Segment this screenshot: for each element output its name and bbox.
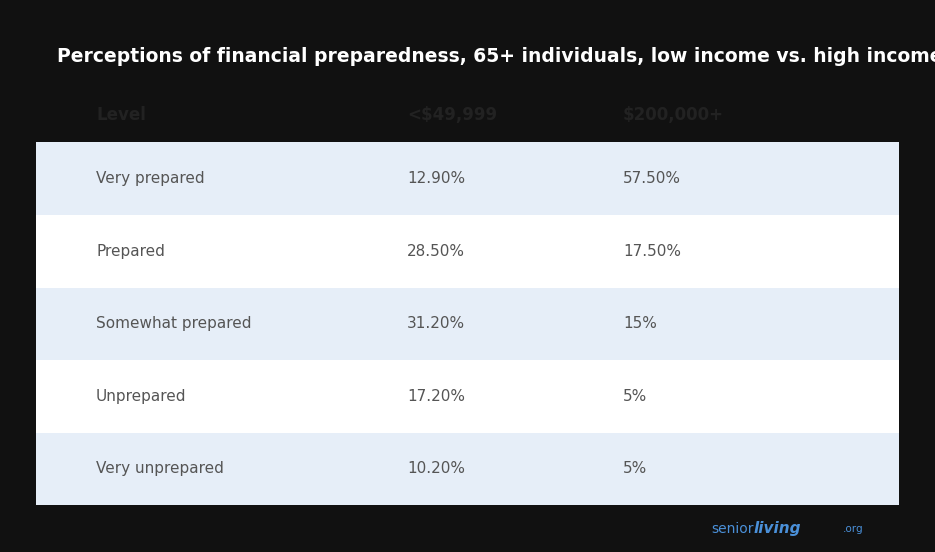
Text: .org: .org <box>843 523 864 534</box>
Text: 17.20%: 17.20% <box>407 389 465 404</box>
Text: senior: senior <box>712 522 754 535</box>
Text: Somewhat prepared: Somewhat prepared <box>96 316 252 331</box>
Text: 31.20%: 31.20% <box>407 316 465 331</box>
Text: 17.50%: 17.50% <box>623 244 681 259</box>
Text: Prepared: Prepared <box>96 244 165 259</box>
Text: 12.90%: 12.90% <box>407 171 465 186</box>
Bar <box>36 215 899 288</box>
Text: <$49,999: <$49,999 <box>407 107 497 124</box>
Bar <box>36 360 899 433</box>
Text: 5%: 5% <box>623 389 647 404</box>
Bar <box>36 142 899 215</box>
Bar <box>36 288 899 360</box>
Text: living: living <box>754 521 801 536</box>
Text: 5%: 5% <box>623 461 647 476</box>
Text: 57.50%: 57.50% <box>623 171 681 186</box>
Text: Very unprepared: Very unprepared <box>96 461 223 476</box>
Text: Very prepared: Very prepared <box>96 171 205 186</box>
Text: 10.20%: 10.20% <box>407 461 465 476</box>
Text: 15%: 15% <box>623 316 657 331</box>
Bar <box>36 433 899 505</box>
Text: 28.50%: 28.50% <box>407 244 465 259</box>
Text: Unprepared: Unprepared <box>96 389 186 404</box>
Text: $200,000+: $200,000+ <box>623 107 724 124</box>
Text: Level: Level <box>96 107 146 124</box>
Text: Perceptions of financial preparedness, 65+ individuals, low income vs. high inco: Perceptions of financial preparedness, 6… <box>57 47 935 66</box>
